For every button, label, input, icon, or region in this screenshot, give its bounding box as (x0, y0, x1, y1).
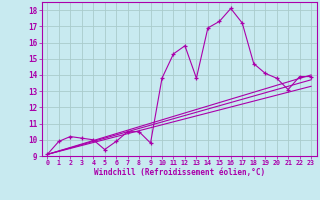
X-axis label: Windchill (Refroidissement éolien,°C): Windchill (Refroidissement éolien,°C) (94, 168, 265, 177)
